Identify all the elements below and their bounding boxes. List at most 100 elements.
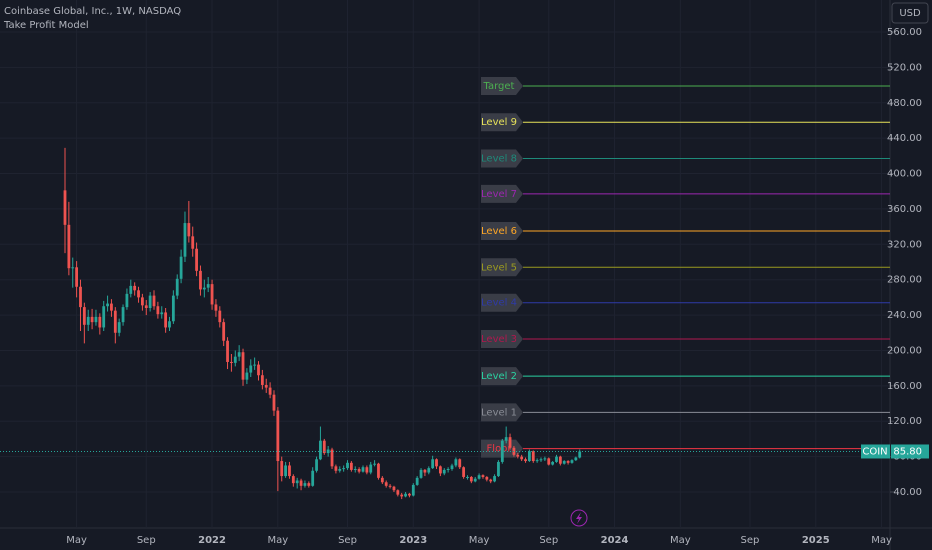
candle-body (531, 451, 535, 462)
candle-body (233, 356, 237, 363)
candle-body (110, 303, 113, 311)
candle-body (148, 295, 152, 308)
candle-body (144, 305, 148, 308)
candle-body (338, 469, 342, 471)
level-label: Level 9 (481, 117, 517, 128)
y-tick-label: 160.00 (887, 381, 922, 392)
candles (63, 147, 582, 500)
level-label-box (481, 113, 523, 132)
candle-body (152, 295, 156, 307)
candle-body (330, 449, 334, 467)
candle-body (408, 493, 411, 496)
candle-body (466, 476, 469, 478)
candle-body (102, 306, 106, 328)
candle-body (392, 486, 396, 491)
candle-body (284, 465, 287, 477)
last-price-box (891, 444, 929, 459)
candle-body (315, 459, 318, 471)
candle-body (450, 465, 454, 469)
x-tick-label: Sep (338, 535, 357, 546)
candle-body (419, 469, 423, 478)
candle-body (164, 312, 168, 328)
level-label: Level 7 (481, 189, 517, 200)
candle-body (202, 287, 206, 290)
candle-body (245, 372, 249, 380)
candle-body (388, 485, 392, 487)
candle-body (171, 295, 175, 322)
symbol-label: COIN (862, 446, 887, 457)
candle-body (210, 284, 214, 305)
y-tick-label: 560.00 (887, 27, 922, 38)
level-label: Level 4 (481, 298, 517, 309)
candle-body (260, 375, 264, 385)
level-label: Level 2 (481, 371, 517, 382)
candle-body (504, 437, 508, 441)
candle-body (307, 483, 311, 486)
candle-body (199, 270, 202, 290)
currency-box[interactable] (891, 2, 929, 24)
x-tick-label: May (268, 535, 289, 546)
candle-body (264, 384, 268, 388)
candle-body (98, 316, 102, 328)
candle-body (86, 316, 90, 325)
candle-body (168, 321, 171, 328)
candle-body (411, 484, 415, 496)
candle-body (342, 468, 346, 470)
candle-body (268, 387, 272, 395)
candle-body (179, 256, 183, 279)
level-label-box (481, 403, 523, 422)
level-label-box (481, 329, 523, 348)
candle-body (276, 410, 280, 462)
x-tick-label: May (66, 535, 87, 546)
candle-body (574, 457, 578, 461)
candle-body (384, 482, 388, 486)
candle-body (578, 451, 582, 458)
x-tick-label: 2023 (399, 535, 427, 546)
candle-body (67, 224, 71, 269)
level-label: Floor (487, 444, 513, 455)
x-tick-label: 2025 (802, 535, 830, 546)
candle-body (349, 462, 353, 470)
candle-body (222, 322, 226, 341)
candle-body (63, 190, 67, 225)
x-tick-label: Sep (137, 535, 156, 546)
x-tick-label: May (670, 535, 691, 546)
currency[interactable]: USD (899, 8, 921, 19)
candle-body (539, 459, 543, 461)
y-tick-label: 480.00 (887, 98, 922, 109)
candle-body (493, 476, 496, 482)
candle-body (90, 316, 94, 323)
levels: Target Level 9 Level 8 Level 7 Level 6 Level … (481, 76, 890, 458)
candle-body (485, 476, 489, 480)
candle-body (133, 285, 137, 291)
level-label: Target (483, 81, 515, 92)
candle-body (365, 467, 369, 473)
y-tick-label: 320.00 (887, 239, 922, 250)
candle-body (94, 316, 98, 323)
candle-body (524, 459, 527, 462)
candle-body (415, 477, 419, 485)
candle-body (373, 463, 376, 465)
candle-body (253, 364, 257, 366)
candle-body (558, 456, 562, 464)
candle-body (226, 340, 229, 362)
candle-body (547, 458, 551, 465)
candle-body (400, 494, 404, 497)
candle-body (435, 459, 438, 467)
level-label: Level 8 (481, 154, 517, 165)
candle-body (446, 469, 450, 470)
candle-body (249, 365, 253, 373)
candle-body (141, 297, 144, 306)
candle-body (404, 493, 407, 497)
candle-body (431, 459, 435, 469)
level-label-box (481, 293, 523, 312)
candle-body (516, 454, 520, 457)
events-icon[interactable] (570, 509, 588, 527)
candle-body (71, 267, 75, 269)
candle-body (137, 290, 140, 298)
candle-body (280, 461, 284, 477)
candle-body (442, 469, 446, 474)
candle-body (237, 352, 241, 357)
candle-body (477, 475, 481, 479)
